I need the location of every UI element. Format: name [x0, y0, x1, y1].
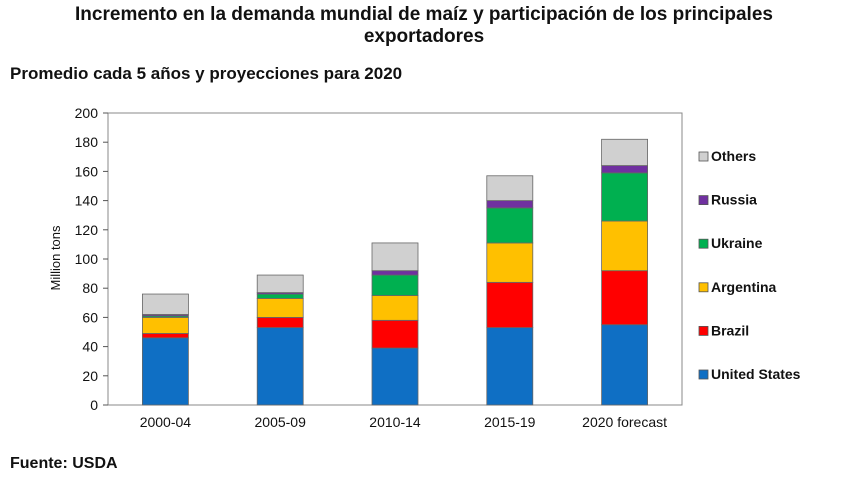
bar-segment-russia	[601, 165, 648, 174]
bar-segment-brazil	[141, 333, 189, 339]
bar-segment-others	[256, 274, 304, 293]
legend-swatch-others	[698, 151, 709, 162]
legend-label-united-states: United States	[711, 366, 801, 382]
bar-segment-ukraine	[486, 207, 534, 244]
bar-segment-russia	[486, 200, 534, 209]
legend-swatch-russia	[698, 195, 709, 206]
legend-swatch-argentina	[698, 282, 709, 293]
bar-segment-argentina	[486, 242, 534, 283]
y-tick-label: 160	[75, 163, 99, 179]
x-tick-label: 2010-14	[369, 414, 421, 430]
y-tick-label: 80	[82, 280, 98, 296]
y-axis-label: Million tons	[48, 225, 63, 291]
y-tick-label: 40	[82, 339, 98, 355]
bar-segment-argentina	[371, 295, 419, 321]
bar-segment-united-states	[601, 324, 648, 406]
bar-segment-ukraine	[256, 293, 304, 299]
y-tick-label: 60	[82, 309, 98, 325]
chart-title-line1: Incremento en la demanda mundial de maíz…	[75, 4, 773, 25]
legend-label-argentina: Argentina	[711, 279, 777, 295]
bar-segment-brazil	[486, 281, 534, 329]
y-tick-label: 140	[75, 193, 99, 209]
chart-title: Incremento en la demanda mundial de maíz…	[0, 4, 848, 48]
chart-subtitle: Promedio cada 5 años y proyecciones para…	[10, 64, 403, 83]
bar-segment-brazil	[256, 316, 304, 329]
legend-swatch-ukraine	[698, 238, 709, 249]
y-axis: 0 20 40 60 80 100 120 140 160 180 200	[75, 105, 108, 413]
bar-segment-others	[486, 175, 534, 201]
legend-swatch-united-states	[698, 369, 709, 380]
legend-label-russia: Russia	[711, 192, 757, 208]
chart-title-line2: exportadores	[363, 26, 485, 47]
y-tick-label: 120	[75, 222, 99, 238]
x-tick-label: 2000-04	[140, 414, 192, 430]
y-tick-label: 180	[75, 134, 99, 150]
bar-segment-others	[371, 242, 419, 272]
bar-segment-argentina	[256, 298, 304, 318]
bars	[141, 138, 648, 406]
bar-segment-ukraine	[601, 172, 648, 222]
bar-segment-russia	[371, 270, 419, 276]
source-note: Fuente: USDA	[10, 455, 118, 472]
legend-label-ukraine: Ukraine	[711, 235, 763, 251]
x-tick-label: 2020 forecast	[582, 414, 667, 430]
x-tick-label: 2005-09	[255, 414, 307, 430]
legend: Others Russia Ukraine Argentina Brazil United…	[698, 148, 801, 382]
bar-segment-brazil	[371, 319, 419, 349]
x-tick-label: 2015-19	[484, 414, 536, 430]
bar-segment-united-states	[256, 327, 304, 406]
x-axis: 2000-04 2005-09 2010-14 2015-19 2020 forecas…	[140, 414, 667, 430]
bar-segment-others	[141, 293, 189, 315]
legend-label-others: Others	[711, 148, 756, 164]
bar-segment-united-states	[486, 327, 534, 406]
y-tick-label: 0	[90, 397, 98, 413]
bar-segment-others	[601, 138, 648, 166]
y-tick-label: 20	[82, 368, 98, 384]
bar-segment-argentina	[601, 220, 648, 272]
legend-label-brazil: Brazil	[711, 322, 749, 338]
bar-segment-ukraine	[371, 274, 419, 296]
bar-segment-united-states	[371, 347, 419, 406]
y-tick-label: 100	[75, 251, 99, 267]
legend-swatch-brazil	[698, 325, 709, 336]
bar-segment-argentina	[141, 316, 189, 334]
bar-segment-united-states	[141, 337, 189, 406]
bar-segment-brazil	[601, 270, 648, 326]
y-tick-label: 200	[75, 105, 99, 121]
